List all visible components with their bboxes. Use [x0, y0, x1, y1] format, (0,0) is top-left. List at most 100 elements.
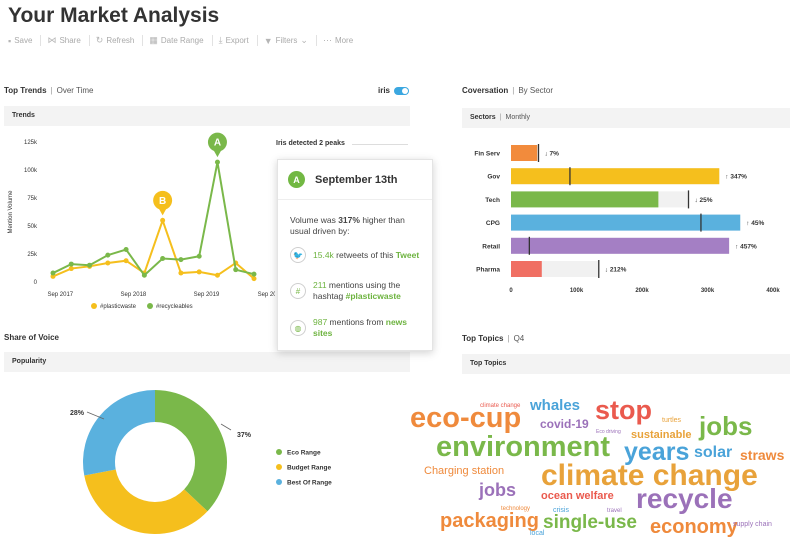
topic-word[interactable]: single-use: [543, 512, 637, 533]
title-divider: |: [50, 86, 53, 95]
topic-word[interactable]: crisis: [553, 507, 569, 514]
peak-detail-popup: A September 13th Volume was 317% higher …: [277, 159, 433, 351]
bar: [511, 191, 659, 208]
more-button[interactable]: ⋯ More: [323, 35, 361, 46]
share-button[interactable]: ⋈ Share: [47, 35, 90, 46]
topic-word[interactable]: recycle: [636, 483, 733, 514]
series-line: [52, 217, 255, 280]
popup-item-retweets: 🐦 15.4k retweets of this Tweet: [290, 247, 422, 263]
topic-word[interactable]: turtles: [662, 417, 682, 424]
share-of-voice-header: Share of Voice: [4, 333, 59, 342]
bar-change-label: ↑ 45%: [746, 220, 764, 227]
bar-change-label: ↓ 25%: [695, 197, 713, 204]
bar-change-label: ↑ 347%: [725, 174, 747, 181]
topic-word[interactable]: whales: [530, 397, 581, 414]
chevron-down-icon: ⌄: [300, 35, 308, 45]
data-point: [196, 269, 202, 275]
topic-word[interactable]: Charging station: [424, 465, 505, 477]
sectors-bar-chart: Fin Serv ↓ 7% Gov ↑ 347% Tech ↓ 25% CPG ↑ 45% Re…: [474, 144, 780, 294]
popup-summary: Volume was 317% higher than usual driven…: [290, 215, 422, 237]
toggle-switch[interactable]: [394, 86, 410, 95]
topic-word[interactable]: sustainable: [631, 429, 692, 441]
date-range-label: Date Range: [160, 36, 204, 45]
y-tick-label: 25k: [27, 252, 38, 258]
save-icon: ▪: [8, 35, 12, 46]
topic-word[interactable]: Eco driving: [596, 429, 621, 435]
share-icon: ⋈: [47, 35, 57, 45]
filters-label: Filters: [275, 36, 298, 45]
topic-word[interactable]: climate change: [541, 459, 758, 492]
legend-label: #plasticwaste: [100, 304, 137, 310]
data-point: [178, 270, 184, 276]
popup-date: September 13th: [315, 173, 398, 186]
peak-marker-label: B: [159, 196, 166, 207]
refresh-label: Refresh: [106, 36, 135, 45]
donut-slice: [155, 390, 227, 512]
topic-word[interactable]: local: [530, 530, 545, 537]
topic-word[interactable]: climate change: [480, 403, 521, 409]
trends-panel-title: Trends: [12, 112, 35, 119]
popularity-donut-chart: 37% 28% Eco Range Budget Range Best Of Range: [70, 390, 332, 534]
iris-peaks-note: Iris detected 2 peaks: [276, 140, 345, 147]
topic-word[interactable]: jobs: [479, 480, 517, 500]
topic-word[interactable]: straws: [740, 447, 785, 463]
toggle-knob: [402, 87, 409, 94]
iris-toggle-label: iris: [378, 86, 391, 95]
news-value: 987: [313, 317, 328, 327]
series-line: [52, 161, 255, 277]
popup-item-hashtag: # 211 mentions using the hashtag #plasti…: [290, 280, 422, 302]
topic-word[interactable]: years: [624, 438, 690, 466]
donut-slice: [82, 390, 155, 476]
topic-word[interactable]: stop: [595, 395, 652, 425]
retweets-value: 15.4k: [313, 249, 334, 260]
topic-word[interactable]: covid-19: [540, 417, 589, 431]
topic-word[interactable]: environment: [436, 431, 611, 463]
y-tick-label: 75k: [27, 196, 38, 202]
date-range-button[interactable]: ▦ Date Range: [149, 35, 213, 46]
bar-category-label: Retail: [482, 243, 500, 250]
data-point: [105, 260, 111, 266]
topic-word[interactable]: economy: [650, 516, 738, 538]
topic-word[interactable]: solar: [694, 444, 733, 461]
topic-word[interactable]: packaging: [440, 510, 539, 532]
top-trends-title: Top Trends: [4, 86, 47, 95]
peak-marker-label: A: [214, 138, 221, 149]
filters-button[interactable]: ▼ Filters ⌄: [264, 35, 317, 46]
trends-panel-header: Trends: [4, 106, 410, 126]
iris-toggle[interactable]: iris: [378, 86, 410, 95]
data-point: [160, 217, 166, 223]
sectors-panel-title: Sectors: [470, 114, 496, 121]
news-link[interactable]: news sites: [313, 317, 408, 338]
tweet-link[interactable]: Tweet: [395, 249, 420, 260]
legend-label: Budget Range: [287, 465, 331, 472]
topic-word[interactable]: jobs: [699, 411, 753, 441]
top-topics-panel-title: Top Topics: [470, 360, 507, 367]
more-icon: ⋯: [322, 35, 332, 45]
bar-change-label: ↓ 7%: [545, 151, 560, 158]
bar-category-label: Gov: [487, 174, 500, 181]
topic-word[interactable]: technology: [501, 506, 531, 512]
legend-swatch: [91, 303, 97, 309]
topic-word[interactable]: ocean welfare: [541, 490, 614, 502]
bar-category-label: CPG: [486, 220, 500, 227]
topic-word[interactable]: supply chain: [733, 521, 772, 528]
data-point: [214, 159, 220, 165]
data-point: [87, 262, 93, 268]
hashtag-value: 211: [313, 280, 327, 290]
hashtag-link[interactable]: #plasticwaste: [345, 291, 401, 301]
export-button[interactable]: ⤓ Export: [219, 35, 258, 46]
summary-pct: 317%: [338, 215, 360, 225]
data-point: [214, 272, 220, 278]
topic-word[interactable]: eco-cup: [410, 402, 522, 434]
topic-word[interactable]: travel: [607, 508, 622, 514]
bar: [511, 261, 542, 277]
conversation-title: Coversation: [462, 86, 509, 95]
peak-badge: A: [288, 171, 305, 188]
y-tick-label: 125k: [24, 140, 38, 146]
top-topics-header: Top Topics | Q4: [462, 334, 524, 343]
legend-swatch: [276, 464, 282, 470]
twitter-icon: 🐦: [290, 247, 306, 263]
bar: [511, 214, 741, 231]
save-button[interactable]: ▪ Save: [8, 35, 42, 46]
refresh-button[interactable]: ↻ Refresh: [96, 35, 144, 46]
